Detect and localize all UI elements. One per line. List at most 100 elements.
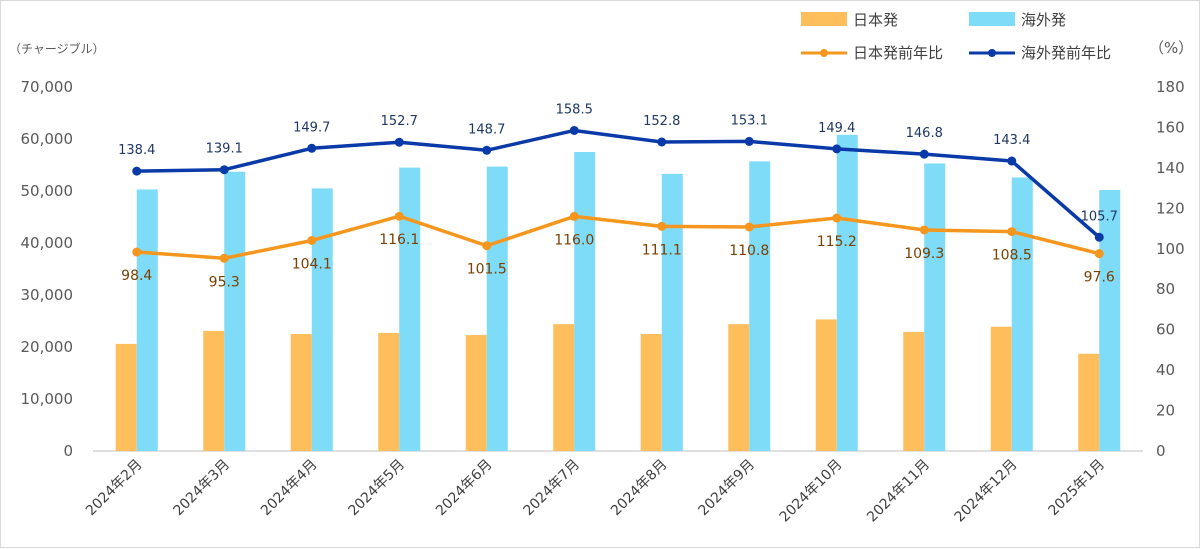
x-tick-label: 2024年3月 bbox=[170, 457, 233, 520]
bar-jp bbox=[378, 332, 400, 451]
jp-yoy-marker bbox=[1007, 227, 1017, 237]
overseas-yoy-data-label: 105.7 bbox=[1081, 209, 1118, 224]
bar-jp bbox=[728, 324, 750, 451]
bar-overseas bbox=[224, 171, 246, 451]
bar-jp bbox=[640, 334, 662, 451]
x-tick-label: 2024年8月 bbox=[608, 457, 671, 520]
legend-label-jp-yoy: 日本発前年比 bbox=[853, 44, 943, 62]
y-left-tick-label: 70,000 bbox=[21, 78, 74, 96]
jp-yoy-data-label: 108.5 bbox=[992, 248, 1032, 264]
x-tick-label: 2024年6月 bbox=[433, 457, 496, 520]
bar-jp bbox=[990, 326, 1012, 451]
overseas-yoy-data-label: 153.1 bbox=[731, 113, 768, 128]
legend-marker-overseas-yoy bbox=[988, 49, 996, 57]
overseas-yoy-data-label: 148.7 bbox=[468, 122, 505, 137]
overseas-yoy-line bbox=[136, 128, 1101, 239]
overseas-yoy-marker bbox=[219, 165, 229, 175]
jp-yoy-marker bbox=[219, 253, 229, 263]
overseas-yoy-data-label: 158.5 bbox=[556, 102, 593, 117]
overseas-yoy-data-label: 146.8 bbox=[906, 126, 943, 141]
bar-jp bbox=[115, 343, 137, 451]
overseas-yoy-marker bbox=[832, 144, 842, 154]
bar-overseas bbox=[486, 166, 508, 451]
legend: 日本発 海外発 日本発前年比 海外発前年比 bbox=[801, 11, 1111, 62]
jp-yoy-marker bbox=[132, 247, 142, 257]
bar-overseas bbox=[1011, 177, 1033, 452]
jp-yoy-data-label: 104.1 bbox=[292, 256, 332, 272]
overseas-yoy-data-label: 138.4 bbox=[118, 143, 155, 158]
y-left-tick-label: 40,000 bbox=[21, 234, 74, 252]
jp-yoy-marker bbox=[394, 211, 404, 221]
y-left-tick-label: 10,000 bbox=[21, 390, 74, 408]
legend-item-overseas-yoy[interactable]: 海外発前年比 bbox=[969, 44, 1111, 62]
jp-yoy-data-label: 98.4 bbox=[121, 268, 152, 284]
y-right-tick-label: 40 bbox=[1156, 361, 1175, 379]
jp-yoy-line bbox=[136, 214, 1100, 261]
jp-yoy-marker bbox=[482, 241, 492, 251]
jp-yoy-marker bbox=[919, 225, 929, 235]
overseas-yoy-data-label: 143.4 bbox=[993, 133, 1030, 148]
jp-yoy-data-label: 109.3 bbox=[904, 246, 944, 262]
bar-overseas bbox=[574, 152, 596, 451]
jp-yoy-data-label: 115.2 bbox=[817, 234, 857, 250]
bar-overseas bbox=[749, 161, 771, 452]
bar-overseas bbox=[836, 134, 858, 451]
jp-yoy-data-label: 97.6 bbox=[1084, 270, 1115, 286]
jp-yoy-marker bbox=[1094, 249, 1104, 259]
jp-yoy-data-label: 110.8 bbox=[729, 243, 769, 259]
y-right-tick-label: 60 bbox=[1156, 321, 1175, 339]
y-left-tick-label: 50,000 bbox=[21, 182, 74, 200]
bar-overseas bbox=[661, 173, 683, 451]
x-tick-label: 2024年12月 bbox=[952, 457, 1021, 526]
bar-overseas bbox=[311, 188, 333, 451]
bar-jp bbox=[903, 331, 925, 451]
y-left-tick-label: 30,000 bbox=[21, 286, 74, 304]
plot-area: 0 10,000 20,000 30,000 40,000 50,000 60,000 70,… bbox=[21, 78, 1185, 525]
bar-overseas bbox=[399, 167, 421, 451]
y-right-tick-label: 20 bbox=[1156, 402, 1175, 420]
overseas-yoy-marker bbox=[1007, 156, 1017, 166]
overseas-yoy-marker bbox=[569, 125, 579, 135]
jp-yoy-data-label: 95.3 bbox=[209, 274, 240, 290]
overseas-yoy-marker bbox=[394, 137, 404, 147]
bar-overseas bbox=[924, 163, 946, 451]
overseas-yoy-marker bbox=[657, 137, 667, 147]
x-tick-label: 2025年1月 bbox=[1045, 457, 1108, 520]
overseas-yoy-marker bbox=[744, 136, 754, 146]
bar-overseas bbox=[136, 189, 158, 451]
y-left-tick-label: 20,000 bbox=[21, 338, 74, 356]
x-tick-label: 2024年10月 bbox=[777, 457, 846, 526]
y-right-tick-label: 120 bbox=[1156, 199, 1185, 217]
y-right-tick-label: 180 bbox=[1156, 78, 1185, 96]
jp-yoy-data-label: 101.5 bbox=[467, 262, 507, 278]
overseas-yoy-marker bbox=[1094, 232, 1104, 242]
legend-item-overseas-bars[interactable]: 海外発 bbox=[969, 11, 1066, 29]
overseas-yoy-marker bbox=[919, 149, 929, 159]
overseas-yoy-data-label: 139.1 bbox=[206, 142, 243, 157]
x-tick-label: 2024年11月 bbox=[864, 457, 933, 526]
y-left-tick-label: 0 bbox=[63, 442, 73, 460]
legend-marker-jp-yoy bbox=[820, 49, 828, 57]
overseas-yoy-marker bbox=[307, 143, 317, 153]
jp-yoy-marker bbox=[307, 235, 317, 245]
overseas-yoy-marker bbox=[482, 145, 492, 155]
jp-yoy-marker bbox=[832, 213, 842, 223]
legend-item-jp-bars[interactable]: 日本発 bbox=[801, 11, 898, 29]
y-right-axis-label: （%） bbox=[1149, 39, 1193, 57]
y-right-tick-label: 80 bbox=[1156, 280, 1175, 298]
legend-item-jp-yoy[interactable]: 日本発前年比 bbox=[801, 44, 943, 62]
jp-yoy-data-label: 116.1 bbox=[379, 232, 419, 248]
overseas-yoy-marker bbox=[132, 166, 142, 176]
legend-label-overseas-bars: 海外発 bbox=[1021, 11, 1066, 29]
legend-swatch-overseas-bars bbox=[969, 12, 1015, 26]
jp-yoy-marker bbox=[744, 222, 754, 232]
overseas-yoy-data-label: 149.4 bbox=[818, 121, 855, 136]
bar-overseas bbox=[1099, 189, 1121, 451]
x-tick-label: 2024年4月 bbox=[258, 457, 321, 520]
bar-jp bbox=[465, 335, 487, 451]
y-left-axis-label: （チャージブル） bbox=[9, 41, 105, 56]
overseas-yoy-data-label: 149.7 bbox=[293, 120, 330, 135]
jp-yoy-marker bbox=[657, 221, 667, 231]
